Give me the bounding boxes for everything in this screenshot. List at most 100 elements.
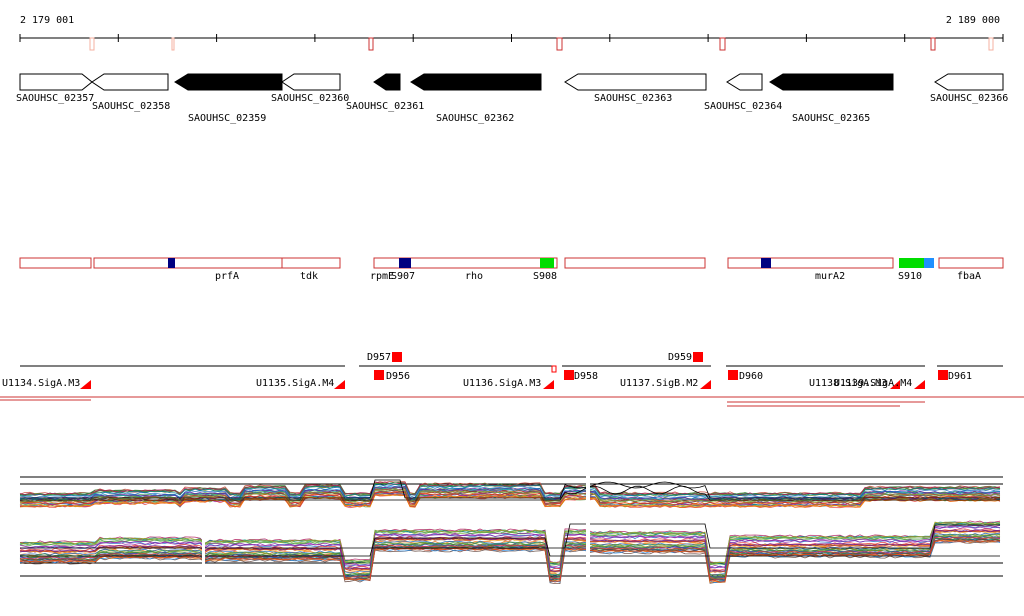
feature-label: D956 bbox=[386, 371, 410, 382]
coordinate-ruler: 2 179 001 2 189 000 bbox=[19, 15, 1004, 51]
ruler-ticks bbox=[19, 34, 1004, 42]
promoter-marker[interactable] bbox=[890, 380, 900, 389]
feature-label: D957 bbox=[367, 352, 391, 363]
promoter-marker[interactable] bbox=[543, 380, 554, 389]
feature-label: D959 bbox=[668, 352, 692, 363]
gene-arrow[interactable]: SAOUHSC_02360 bbox=[271, 73, 349, 104]
feature-label: U1139.SigA.M4 bbox=[834, 378, 912, 389]
feature-box[interactable] bbox=[392, 352, 402, 362]
operon-box[interactable] bbox=[373, 257, 558, 269]
feature-box[interactable] bbox=[693, 352, 703, 362]
segment-navy[interactable] bbox=[168, 258, 175, 268]
expression-series bbox=[19, 522, 1001, 566]
promoter-marker[interactable] bbox=[914, 380, 925, 389]
ruler-marker bbox=[171, 37, 175, 51]
expression-series bbox=[19, 526, 1001, 570]
ruler-markers bbox=[89, 37, 994, 51]
annotation-label: fbaA bbox=[957, 271, 981, 282]
gene-arrow[interactable]: SAOUHSC_02364 bbox=[704, 73, 782, 112]
operon-box[interactable] bbox=[564, 257, 706, 269]
feature-label: U1138.SigA.M3 bbox=[809, 378, 887, 389]
expression-series bbox=[20, 479, 1000, 499]
feature-box[interactable] bbox=[938, 370, 948, 380]
gene-label: SAOUHSC_02359 bbox=[188, 113, 266, 124]
feature-label: D958 bbox=[574, 371, 598, 382]
gene-arrow[interactable]: SAOUHSC_02363 bbox=[564, 73, 707, 104]
annotation-label: tdk bbox=[300, 271, 318, 282]
expression-series bbox=[19, 524, 1001, 568]
expression-series bbox=[20, 523, 1000, 549]
gene-arrow[interactable]: SAOUHSC_02365 bbox=[769, 73, 894, 124]
annotation-label: prfA bbox=[215, 271, 239, 282]
feature-breaks bbox=[345, 364, 937, 368]
segment-green[interactable] bbox=[899, 258, 924, 268]
feature-label: U1135.SigA.M4 bbox=[256, 378, 334, 389]
expression-series bbox=[19, 481, 1001, 496]
expression-series bbox=[19, 529, 1001, 572]
gene-label: SAOUHSC_02363 bbox=[594, 93, 672, 104]
gene-arrow[interactable]: SAOUHSC_02366 bbox=[930, 73, 1008, 104]
annotation-label: S910 bbox=[898, 271, 922, 282]
ruler-marker bbox=[719, 37, 726, 51]
gene-label: SAOUHSC_02358 bbox=[92, 101, 170, 112]
feature-box[interactable] bbox=[728, 370, 738, 380]
feature-box[interactable] bbox=[564, 370, 574, 380]
expression-series bbox=[19, 536, 1001, 580]
feature-label: D961 bbox=[948, 371, 972, 382]
segment-cyan[interactable] bbox=[924, 258, 934, 268]
baseline-break bbox=[711, 364, 726, 368]
expression-gaps bbox=[202, 474, 590, 580]
expression-series bbox=[19, 520, 1001, 564]
expression-profile-upper bbox=[19, 479, 1001, 509]
annotation-track: prfA tdk rpmE S907 rho S908 murA2 S910 f… bbox=[19, 257, 1004, 282]
operon-box[interactable] bbox=[19, 257, 92, 269]
operon-box[interactable] bbox=[727, 257, 894, 269]
expression-series bbox=[19, 537, 1001, 580]
gene-track: SAOUHSC_02357 SAOUHSC_02358 SAOUHSC_0235… bbox=[16, 73, 1008, 124]
promoter-marker[interactable] bbox=[700, 380, 711, 389]
expression-series bbox=[20, 485, 1000, 501]
gene-arrow[interactable]: SAOUHSC_02361 bbox=[346, 73, 424, 112]
operon-box[interactable] bbox=[93, 257, 341, 269]
feature-label: D960 bbox=[739, 371, 763, 382]
gene-arrow[interactable]: SAOUHSC_02357 bbox=[16, 73, 94, 104]
operon-box[interactable] bbox=[938, 257, 1004, 269]
annotation-label: S907 bbox=[391, 271, 415, 282]
gene-label: SAOUHSC_02362 bbox=[436, 113, 514, 124]
segment-navy[interactable] bbox=[399, 258, 411, 268]
expression-series bbox=[19, 483, 1001, 499]
ruler-marker bbox=[556, 37, 563, 51]
gene-label: SAOUHSC_02360 bbox=[271, 93, 349, 104]
segment-green[interactable] bbox=[540, 258, 554, 268]
promoter-marker[interactable] bbox=[334, 380, 345, 389]
feature-label: U1134.SigA.M3 bbox=[2, 378, 80, 389]
expression-series bbox=[19, 482, 1001, 497]
annotation-label: murA2 bbox=[815, 271, 845, 282]
feature-box[interactable] bbox=[374, 370, 384, 380]
expression-panel bbox=[19, 474, 1003, 584]
ruler-marker bbox=[368, 37, 374, 51]
ruler-marker bbox=[988, 37, 994, 51]
ruler-marker bbox=[930, 37, 936, 51]
expression-series bbox=[19, 489, 1001, 504]
feature-box-small[interactable] bbox=[551, 365, 557, 373]
expression-series bbox=[19, 490, 1001, 506]
gene-label: SAOUHSC_02364 bbox=[704, 101, 782, 112]
expression-gap bbox=[202, 532, 205, 580]
feature-label: U1137.SigB.M2 bbox=[620, 378, 698, 389]
gene-arrow[interactable]: SAOUHSC_02359 bbox=[174, 73, 283, 124]
ruler-marker bbox=[89, 37, 95, 51]
gene-label: SAOUHSC_02365 bbox=[792, 113, 870, 124]
annotation-label: rho bbox=[465, 271, 483, 282]
feature-label: U1136.SigA.M3 bbox=[463, 378, 541, 389]
baseline-break bbox=[345, 364, 359, 368]
segment-navy[interactable] bbox=[761, 258, 771, 268]
coord-start-label: 2 179 001 bbox=[20, 15, 74, 26]
gene-arrow[interactable]: SAOUHSC_02358 bbox=[91, 73, 170, 112]
gene-label: SAOUHSC_02357 bbox=[16, 93, 94, 104]
gene-arrow[interactable]: SAOUHSC_02362 bbox=[410, 73, 542, 124]
promoter-marker[interactable] bbox=[80, 380, 91, 389]
baseline-break bbox=[556, 364, 562, 368]
